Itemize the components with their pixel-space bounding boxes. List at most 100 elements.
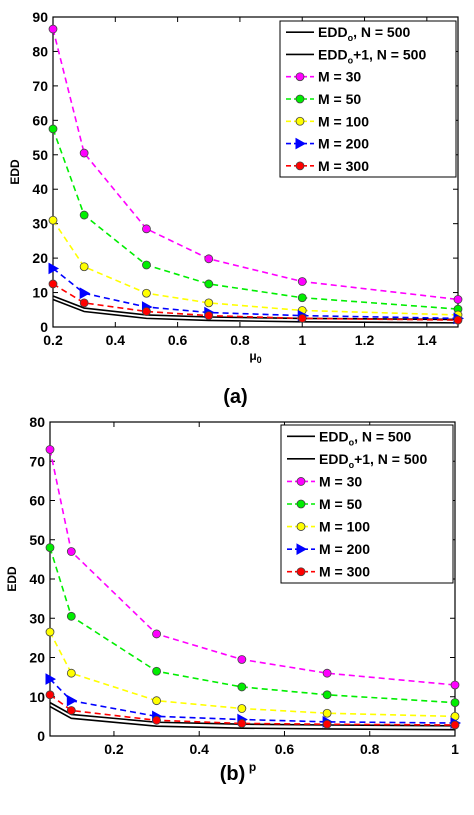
series-6 xyxy=(48,279,463,325)
y-axis-label: EDD xyxy=(5,566,19,592)
legend-box xyxy=(279,20,457,178)
series-2 xyxy=(45,445,460,690)
data-point xyxy=(322,668,332,678)
data-point xyxy=(66,694,78,707)
data-point xyxy=(45,445,55,454)
legend-marker xyxy=(295,116,305,126)
data-point xyxy=(142,260,151,270)
data-point xyxy=(45,543,55,552)
data-point xyxy=(450,698,460,708)
data-point xyxy=(45,627,55,637)
series-0 xyxy=(52,298,459,324)
legend-entry: M = 200 xyxy=(319,541,370,557)
y-tick-label: 80 xyxy=(32,43,48,59)
y-tick-label: 70 xyxy=(32,78,48,94)
legend-entry: EDDo+1, N = 500 xyxy=(319,451,427,470)
legend-entry: M = 100 xyxy=(318,113,369,129)
data-point xyxy=(79,287,91,300)
x-tick-label: 1 xyxy=(451,741,459,757)
data-point xyxy=(322,708,332,718)
data-point xyxy=(152,696,161,706)
series-3 xyxy=(45,543,460,708)
series-line xyxy=(52,219,459,316)
legend-entry: M = 200 xyxy=(318,136,369,152)
data-point xyxy=(48,262,60,275)
legend-marker xyxy=(296,543,308,555)
y-tick-label: 40 xyxy=(29,571,45,587)
data-point xyxy=(79,298,89,308)
series-2 xyxy=(48,24,463,304)
data-point xyxy=(322,690,332,700)
chart-panel-a: 0 10 20 30 40 50 60 70 80 90 0.2 0.4 0.6 0.8 1 1.2 1.4 ED… xyxy=(8,9,465,408)
legend-entry: EDDo, N = 500 xyxy=(318,24,410,43)
data-point xyxy=(48,215,58,225)
data-point xyxy=(48,279,58,289)
y-tick-label: 50 xyxy=(32,147,48,163)
data-point xyxy=(142,288,151,298)
x-axis-label: p xyxy=(249,760,256,774)
data-point xyxy=(204,279,214,289)
data-point xyxy=(66,547,76,556)
data-point xyxy=(45,673,57,685)
data-point xyxy=(237,682,247,692)
y-tick-label: 60 xyxy=(29,493,45,509)
chart-panel-b: 0 10 20 30 40 50 60 70 80 0.2 0.4 0.6 0.8 1 EDD p EDDo, … xyxy=(5,414,462,785)
series-4 xyxy=(48,215,463,320)
data-point xyxy=(152,715,161,725)
data-point xyxy=(48,124,58,134)
x-tick-label: 1 xyxy=(298,332,306,348)
x-axis-label: μ0 xyxy=(249,349,261,365)
legend-marker xyxy=(296,499,306,509)
data-point xyxy=(66,611,76,621)
y-tick-label: 50 xyxy=(29,532,45,548)
series-line xyxy=(52,267,459,320)
x-tick-label: 0.2 xyxy=(104,741,124,757)
legend-entry: M = 300 xyxy=(318,158,369,174)
y-tick-label: 20 xyxy=(32,250,48,266)
legend-marker xyxy=(296,567,306,577)
legend-entry: M = 50 xyxy=(318,91,361,107)
y-tick-label: 40 xyxy=(32,181,48,197)
y-tick-label: 30 xyxy=(32,216,48,232)
data-point xyxy=(48,24,58,34)
series-line xyxy=(52,283,459,321)
series-line xyxy=(52,298,459,324)
data-point xyxy=(45,690,55,700)
legend-entry: M = 100 xyxy=(319,519,370,535)
series-line xyxy=(52,128,459,310)
x-tick-label: 1.2 xyxy=(355,332,375,348)
data-point xyxy=(79,262,89,272)
series-3 xyxy=(48,124,463,314)
legend-marker xyxy=(295,72,305,82)
data-point xyxy=(450,680,460,690)
data-point xyxy=(204,298,214,308)
series-line xyxy=(49,694,456,726)
data-point xyxy=(142,224,151,234)
y-tick-label: 60 xyxy=(32,112,48,128)
data-point xyxy=(322,719,332,729)
x-tick-label: 0.8 xyxy=(230,332,250,348)
data-point xyxy=(79,210,89,220)
data-point xyxy=(204,254,214,264)
legend-marker xyxy=(296,477,306,486)
data-point xyxy=(453,315,463,325)
x-tick-label: 0.8 xyxy=(360,741,380,757)
x-tick-label: 0.4 xyxy=(106,332,126,348)
data-point xyxy=(297,277,307,286)
data-point xyxy=(79,148,89,158)
data-point xyxy=(237,719,247,728)
series-line xyxy=(52,28,459,301)
series-6 xyxy=(45,690,460,730)
data-point xyxy=(237,655,247,664)
series-4 xyxy=(45,627,460,721)
y-tick-label: 70 xyxy=(29,453,45,469)
x-tick-label: 0.4 xyxy=(189,741,209,757)
data-point xyxy=(142,307,151,316)
y-tick-label: 30 xyxy=(29,610,45,626)
data-point xyxy=(297,313,307,323)
data-point xyxy=(297,293,307,303)
y-tick-label: 10 xyxy=(32,285,48,301)
x-tick-label: 0.6 xyxy=(275,741,295,757)
data-point xyxy=(450,720,460,730)
